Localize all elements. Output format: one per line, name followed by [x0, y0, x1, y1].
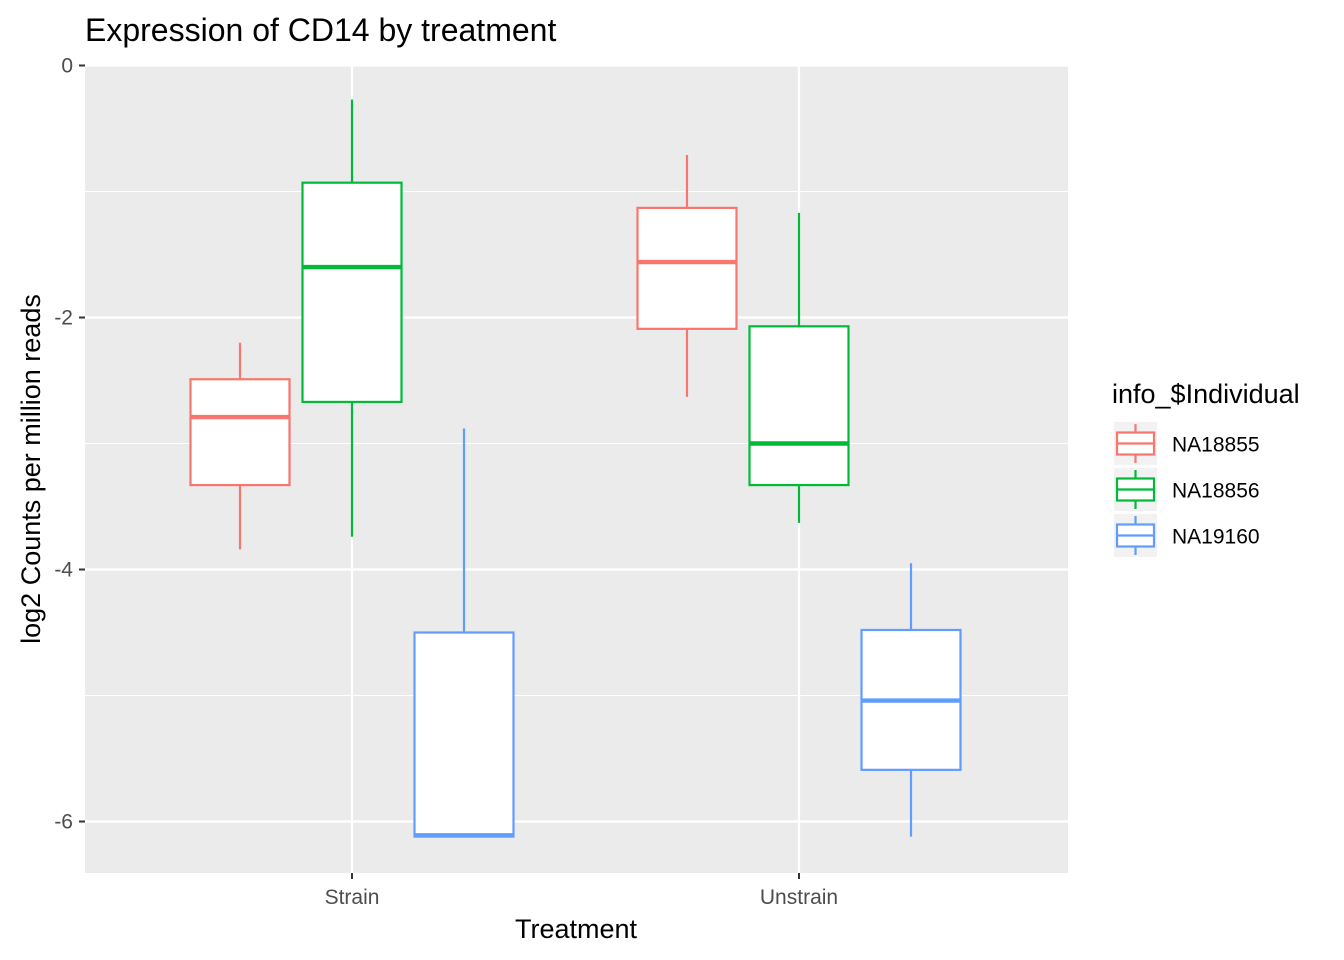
box-na18855-strain: [189, 342, 291, 550]
box-body: [748, 325, 850, 487]
box-na19160-unstrain: [860, 563, 962, 837]
y-tick-label: -2: [54, 307, 73, 330]
box-body: [636, 206, 738, 330]
boxes: [189, 99, 962, 838]
y-tick-label: -6: [54, 811, 73, 834]
legend-label: NA18855: [1172, 434, 1260, 457]
box-body: [413, 631, 515, 838]
box-na18855-unstrain: [636, 154, 738, 397]
legend-item-na18856: NA18856: [1114, 468, 1260, 511]
y-tick-label: 0: [61, 55, 73, 78]
legend-item-na18855: NA18855: [1114, 422, 1260, 465]
x-tick-label: Unstrain: [760, 886, 838, 909]
y-tick-label: -4: [54, 559, 73, 582]
chart-title: Expression of CD14 by treatment: [85, 12, 556, 48]
box-na18856-unstrain: [748, 212, 850, 523]
legend-item-na19160: NA19160: [1114, 514, 1260, 557]
box-na18856-strain: [301, 99, 403, 537]
box-body: [301, 181, 403, 404]
legend-title: info_$Individual: [1112, 379, 1300, 409]
legend-label: NA18856: [1172, 480, 1260, 503]
x-axis-title: Treatment: [515, 914, 638, 944]
box-body: [189, 378, 291, 487]
legend: info_$Individual NA18855 NA18856 NA19160: [1112, 379, 1300, 557]
x-tick-label: Strain: [325, 886, 380, 909]
y-axis-title: log2 Counts per million reads: [16, 294, 46, 644]
axes: 0 -2 -4 -6 Strain Unstrain: [54, 55, 838, 910]
box-na19160-strain: [413, 428, 515, 838]
legend-label: NA19160: [1172, 526, 1260, 549]
